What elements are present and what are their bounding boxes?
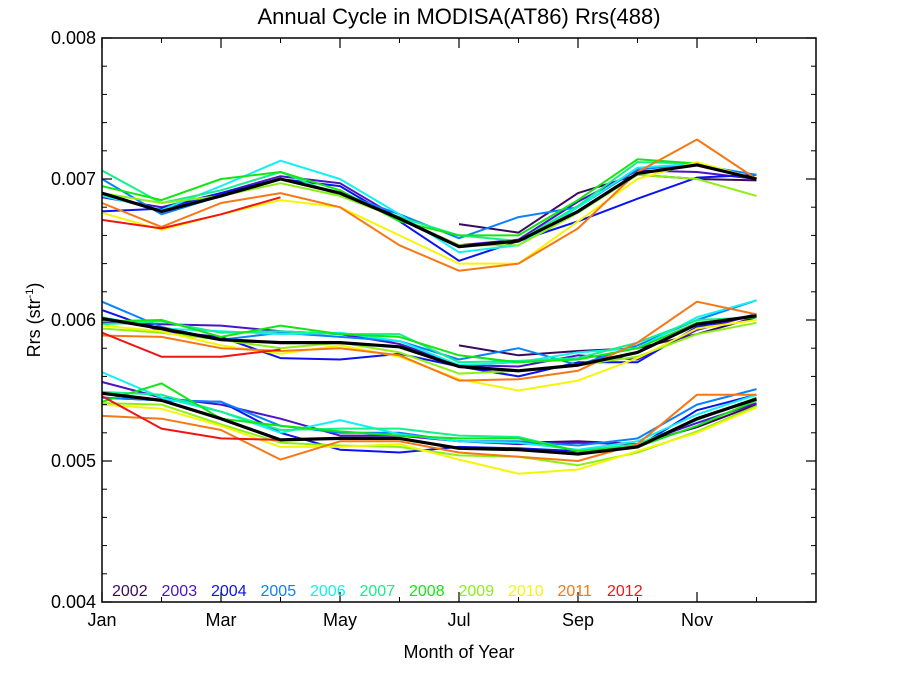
y-axis-label-main: Rrs (str [24,298,44,357]
x-tick-label: Nov [681,610,713,630]
series-line-2011-middle [101,300,757,382]
series-line-2011-upper [101,138,758,272]
series-line-2008-upper [101,158,757,237]
mean-line-middle [101,314,757,373]
plot-area [101,138,758,475]
legend-item-2003: 2003 [162,583,198,600]
legend-item-2008: 2008 [409,583,445,600]
legend-item-2006: 2006 [310,583,346,600]
y-tick-label: 0.006 [51,310,96,330]
x-tick-label: Jan [87,610,116,630]
series-line-2004-middle [101,309,757,378]
series-line-2010-lower [101,403,757,475]
series-line-2008-middle [101,316,757,364]
series-line-2012-lower [101,395,281,441]
y-axis: 0.004 0.005 0.006 0.007 0.008 [51,28,816,612]
x-tick-label: May [323,610,357,630]
series-line-2003-middle [101,313,757,368]
series-line-2004-upper [101,173,757,262]
legend-item-2005: 2005 [261,583,297,600]
series-line-2007-upper [101,161,757,242]
x-tick-label: Mar [206,610,237,630]
series-line-2012-middle [101,331,281,358]
y-tick-label: 0.005 [51,451,96,471]
x-tick-label: Sep [562,610,594,630]
x-tick-label: Jul [447,610,470,630]
legend-item-2007: 2007 [360,583,396,600]
y-tick-label: 0.007 [51,169,96,189]
series-line-2012-upper [101,196,281,230]
legend-item-2012: 2012 [607,583,643,600]
y-axis-label: Rrs (str-1) [24,283,44,358]
series-line-2007-middle [101,316,757,364]
y-axis-label-close: ) [24,283,44,289]
legend-item-2002: 2002 [112,583,148,600]
y-tick-label: 0.004 [51,592,96,612]
y-axis-label-sup: -1 [24,289,36,299]
y-tick-label: 0.008 [51,28,96,48]
legend-item-2010: 2010 [508,583,544,600]
legend-item-2009: 2009 [459,583,495,600]
series-line-2007-lower [101,390,757,453]
mean-line-upper [101,163,757,249]
x-axis-label: Month of Year [403,642,514,662]
legend: 2002 2003 2004 2005 2006 2007 2008 2009 2010 2011… [112,583,643,600]
chart-title: Annual Cycle in MODISA(AT86) Rrs(488) [257,4,660,29]
legend-item-2004: 2004 [211,583,247,600]
legend-item-2011: 2011 [558,583,593,600]
series-line-2011-lower [101,393,757,462]
mean-line-lower [101,391,758,456]
x-axis: Jan Mar May Jul Sep Nov [87,38,817,630]
